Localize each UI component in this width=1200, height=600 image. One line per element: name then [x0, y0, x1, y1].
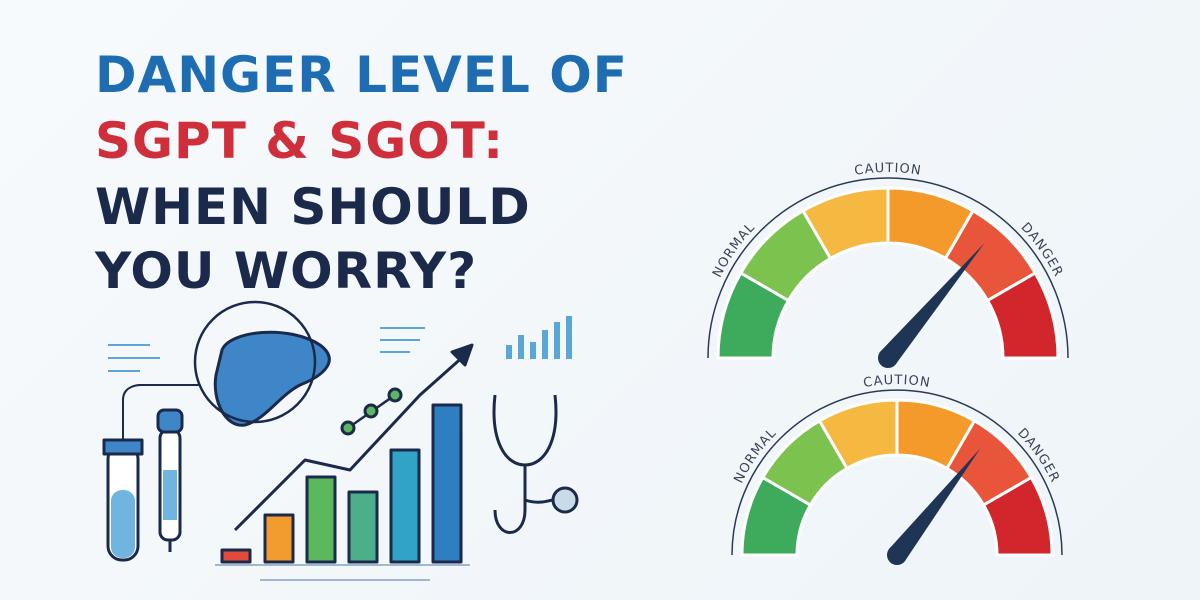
gauge-label: CAUTION	[853, 161, 922, 179]
illustration	[102, 300, 579, 581]
title-line: DANGER LEVEL OF	[95, 46, 628, 104]
gauge-rim	[707, 177, 1069, 359]
title-line: SGPT & SGOT:	[95, 112, 504, 170]
gauge-label-text: CAUTION	[853, 161, 921, 179]
gauge-label-text: CAUTION	[862, 373, 931, 391]
gauge-needle	[889, 448, 981, 562]
needle-hub	[878, 348, 898, 368]
gauge-rim	[731, 389, 1063, 556]
title-line: YOU WORRY?	[94, 242, 477, 300]
title-line: WHEN SHOULD	[95, 178, 531, 236]
gauge-segment	[985, 270, 1060, 360]
gauge-needle	[880, 243, 985, 365]
gauge-segment	[981, 475, 1054, 557]
needle-hub	[887, 545, 907, 565]
gauge-label: CAUTION	[862, 373, 932, 391]
